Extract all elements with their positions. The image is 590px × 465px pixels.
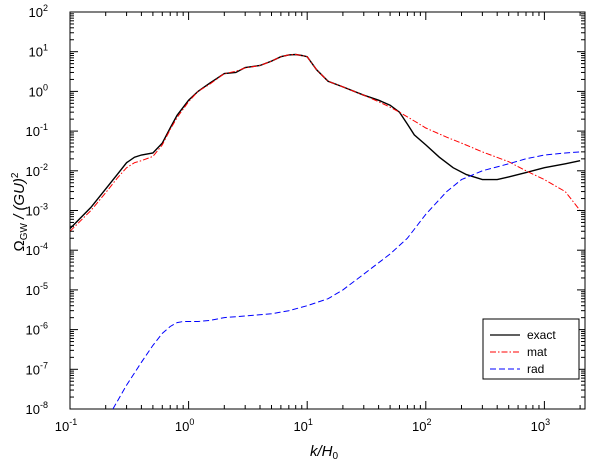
x-axis-title-sub: 0 [332,451,338,462]
y-tick-label: 100 [29,82,48,99]
legend-label-rad: rad [527,362,544,376]
legend-label-exact: exact [527,328,556,342]
y-axis-title-sub: GW [19,223,30,241]
y-tick-label: 10-6 [26,321,48,338]
tick-layer: 10-1 100 101 102 103 10-8 10-7 10-6 10-5 10-4 10-3… [26,3,585,434]
y-tick-label: 10-5 [26,281,48,298]
legend: exact mat rad [482,318,580,380]
y-tick-label: 10-1 [26,122,48,139]
y-tick-label: 10-3 [26,202,48,219]
y-tick-label: 10-4 [26,241,48,258]
series-line-mat [70,53,581,232]
series-layer [70,53,581,409]
x-axis-title: k/H0 [310,443,339,462]
x-tick-label: 102 [412,417,431,434]
y-axis-title: ΩGW / (GU)2 [10,172,30,251]
y-tick-label: 10-2 [26,162,48,179]
y-tick-label: 101 [29,43,48,60]
y-axis-title-main: Ω [11,240,28,251]
legend-label-mat: mat [527,345,548,359]
y-tick-label: 10-8 [26,400,48,417]
x-axis-title-main: k/H [310,443,333,460]
y-axis-title-sup: 2 [10,172,21,178]
x-tick-label: 101 [293,417,312,434]
x-tick-label: 10-1 [55,417,77,434]
y-axis-title-rest: / (GU) [11,178,28,223]
y-tick-label: 10-7 [26,360,48,377]
x-tick-label: 103 [531,417,550,434]
x-tick-label: 100 [175,417,194,434]
y-tick-label: 102 [29,3,48,20]
series-line-rad [112,151,581,409]
